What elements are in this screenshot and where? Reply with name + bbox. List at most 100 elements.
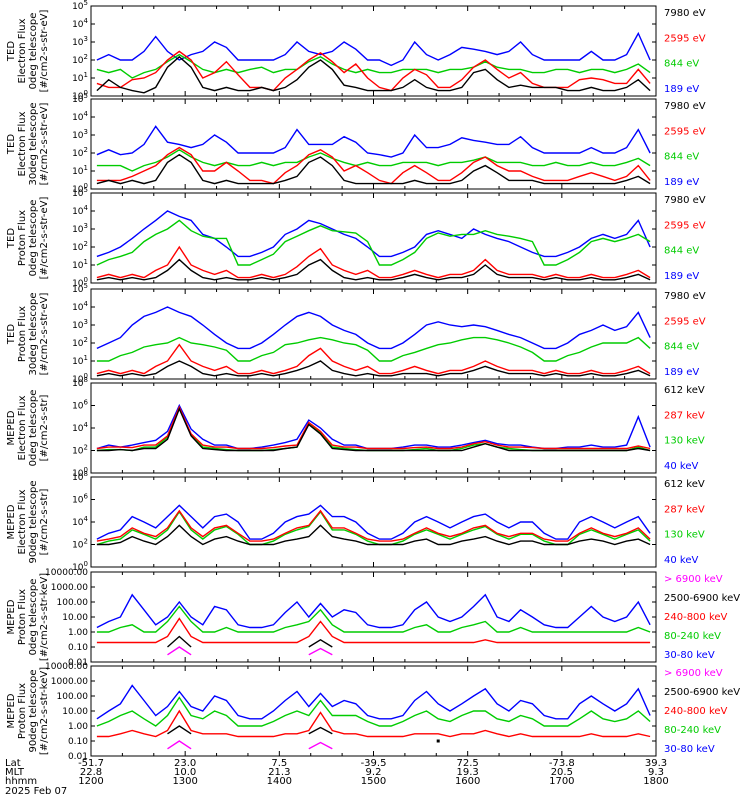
x-tick-label: 39.3 xyxy=(645,758,667,769)
ytick-label: 104 xyxy=(72,204,88,217)
ylabel-line: Electron Flux xyxy=(17,395,28,460)
ylabel-line: MEPED xyxy=(6,504,17,539)
legend-entry: 2595 eV xyxy=(664,126,706,137)
x-tick-label: 1700 xyxy=(549,776,574,787)
panel-0: 100 101 102 103 104 105 TED Electron Flux 0deg t… xyxy=(6,0,706,102)
legend-entry: 7980 eV xyxy=(664,101,706,112)
ytick-label: 104 xyxy=(72,17,88,30)
x-tick-label: 1200 xyxy=(78,776,103,787)
ytick-label: 103 xyxy=(72,222,88,235)
legend-entry: 7980 eV xyxy=(664,195,706,206)
ytick-label: 103 xyxy=(72,128,88,141)
ylabel-line: [#/cm2-s-str-eV] xyxy=(39,197,50,280)
series-line xyxy=(96,524,651,546)
series-line xyxy=(96,125,651,158)
panel-2: 100 101 102 103 104 105 TED Proton Flux 0deg tel… xyxy=(6,186,706,289)
x-tick-label: 1400 xyxy=(267,776,292,787)
series-line xyxy=(167,646,192,656)
ylabel-line: [#/cm2-s-str-keV] xyxy=(39,667,50,755)
legend-entry: 189 eV xyxy=(664,367,699,378)
ylabel-line: 0deg telescope xyxy=(28,200,39,277)
ylabel-line: 30deg telescope xyxy=(28,102,39,185)
series-line xyxy=(308,647,333,656)
panel-frame xyxy=(90,288,657,380)
ylabel-line: Electron Flux xyxy=(17,489,28,554)
ylabel-line: MEPED xyxy=(6,599,17,634)
ytick-label: 1.00 xyxy=(68,628,88,638)
x-row-label: hhmm xyxy=(5,776,37,787)
series-point xyxy=(436,739,440,743)
legend-entry: 287 keV xyxy=(664,410,705,421)
ytick-label: 108 xyxy=(72,470,88,483)
series-line xyxy=(96,684,651,720)
ylabel-line: TED xyxy=(6,228,17,249)
series-line xyxy=(96,593,651,629)
ytick-label: 100 xyxy=(72,560,88,573)
ytick-label: 104 xyxy=(72,300,88,313)
series-line xyxy=(96,245,651,279)
ytick-label: 100 xyxy=(72,276,88,289)
series-line xyxy=(96,219,651,266)
ylabel-line: [#/cm2-s-str-eV] xyxy=(39,293,50,376)
series-line xyxy=(96,55,651,94)
ylabel-line: 30deg telescope xyxy=(28,292,39,375)
legend-entry: 612 keV xyxy=(664,385,705,396)
ytick-label: 106 xyxy=(72,493,88,506)
x-tick-label: 22.8 xyxy=(80,767,102,778)
ytick-label: 102 xyxy=(72,538,88,551)
ytick-label: 102 xyxy=(72,336,88,349)
legend-entry: 189 eV xyxy=(664,84,699,95)
x-tick-label: 23.0 xyxy=(174,758,196,769)
ytick-label: 0.01 xyxy=(68,658,88,668)
x-tick-label: 9.3 xyxy=(648,767,664,778)
legend-entry: 30-80 keV xyxy=(664,744,715,755)
ytick-label: 101 xyxy=(72,164,88,177)
ylabel-line: Proton Flux xyxy=(17,589,28,645)
ylabel-line: 0deg telescope xyxy=(28,579,39,656)
legend-entry: 189 eV xyxy=(664,177,699,188)
legend-entry: 287 keV xyxy=(664,504,705,515)
panel-frame xyxy=(90,382,657,474)
ylabel-line: [#/cm2-s-str] xyxy=(39,488,50,555)
legend-entry: > 6900 keV xyxy=(664,574,723,585)
panel-3: 100 101 102 103 104 105 TED Proton Flux 30deg te… xyxy=(6,282,706,385)
panel-4: 100 102 104 106 108 MEPED Electron Flux 0deg te… xyxy=(6,376,705,479)
x-tick-label: 1800 xyxy=(643,776,668,787)
series-line xyxy=(96,709,651,738)
ylabel-line: Electron Flux xyxy=(17,18,28,83)
series-line xyxy=(96,406,651,452)
series-line xyxy=(96,617,651,644)
x-tick-label: 1600 xyxy=(455,776,480,787)
ylabel-line: TED xyxy=(6,134,17,155)
ytick-label: 101 xyxy=(72,71,88,84)
panel-7: 0.01 0.10 1.00 10.00 100.00 1000.00 10000.00 ME… xyxy=(6,662,740,762)
ytick-label: 105 xyxy=(72,282,88,295)
ytick-label: 106 xyxy=(72,399,88,412)
series-line xyxy=(96,210,651,258)
x-tick-label: 7.5 xyxy=(271,758,287,769)
legend-entry: 30-80 keV xyxy=(664,650,715,661)
series-line xyxy=(96,148,651,172)
legend-entry: 80-240 keV xyxy=(664,631,721,642)
ytick-label: 100.00 xyxy=(57,692,89,702)
legend-entry: 40 keV xyxy=(664,555,698,566)
ylabel-line: [#/cm2-s-str] xyxy=(39,394,50,461)
ytick-label: 0.01 xyxy=(68,752,88,762)
series-line xyxy=(308,638,333,648)
x-tick-label: 1300 xyxy=(172,776,197,787)
legend-entry: 612 keV xyxy=(664,479,705,490)
series-line xyxy=(96,360,651,377)
ylabel-line: [#/cm2-s-str-eV] xyxy=(39,103,50,186)
ylabel-line: [#/cm2-s-str-keV] xyxy=(39,573,50,661)
series-line xyxy=(96,258,651,281)
ylabel-line: Proton Flux xyxy=(17,210,28,266)
series-line xyxy=(96,31,651,67)
x-tick-label: 72.5 xyxy=(457,758,479,769)
ytick-label: 102 xyxy=(72,146,88,159)
ylabel-line: MEPED xyxy=(6,693,17,728)
x-row-label: Lat xyxy=(5,758,21,769)
ytick-label: 104 xyxy=(72,110,88,123)
legend-entry: 2595 eV xyxy=(664,220,706,231)
series-line xyxy=(96,336,651,362)
